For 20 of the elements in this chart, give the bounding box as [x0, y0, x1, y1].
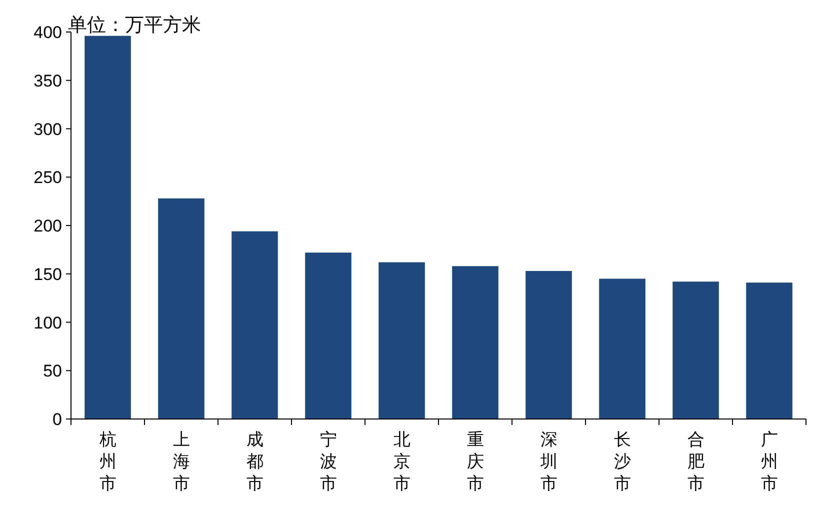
y-axis-title: 单位：万平方米 [68, 14, 201, 36]
x-tick-label: 重庆市 [466, 430, 484, 494]
y-tick-label: 250 [34, 168, 62, 188]
y-tick-label: 150 [34, 264, 62, 284]
x-tick-label: 合肥市 [687, 430, 704, 494]
y-tick-label: 200 [34, 216, 62, 236]
y-tick-label: 0 [52, 410, 62, 429]
x-tick-label: 宁波市 [320, 430, 337, 494]
x-tick-label: 杭州市 [98, 430, 116, 494]
y-tick-label: 400 [34, 23, 62, 42]
y-tick-label: 300 [34, 120, 62, 139]
x-tick-label: 长沙市 [614, 430, 631, 494]
x-tick-label: 深圳市 [539, 430, 558, 494]
x-tick-label: 北京市 [393, 430, 410, 494]
y-tick-label: 100 [34, 313, 62, 332]
x-tick-label: 成都市 [246, 430, 264, 494]
y-tick-label: 350 [34, 71, 62, 90]
y-tick-label: 50 [43, 362, 62, 381]
x-tick-label: 上海市 [172, 430, 190, 494]
x-tick-label: 广州市 [760, 430, 778, 494]
